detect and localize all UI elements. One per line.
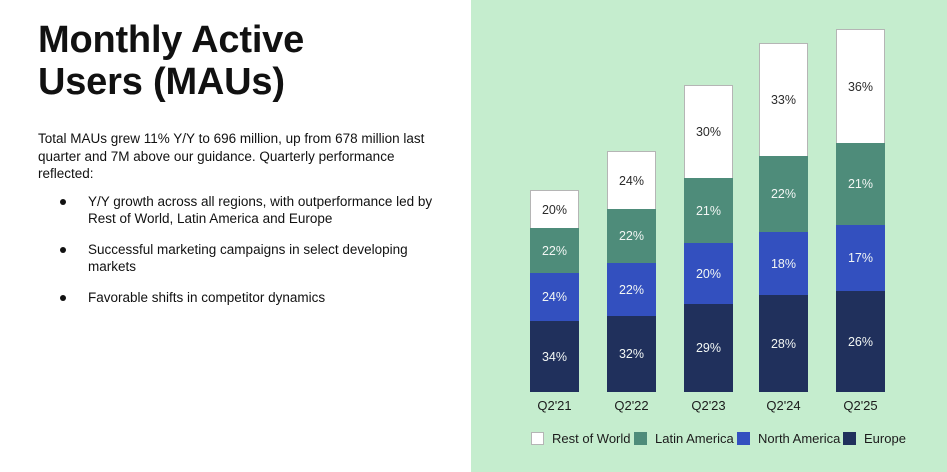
bar-segment-latin-america-q2-24: 22%: [759, 156, 808, 232]
chart-panel: 20% 22% 24% 34% Q2'21 24% 22% 22% 32% Q2'22 30% 21%…: [471, 0, 947, 472]
bullet-dot-icon: [60, 246, 66, 253]
segment-value-label: 26%: [847, 334, 874, 349]
segment-value-label: 17%: [847, 251, 874, 265]
legend-label: North America: [758, 431, 841, 446]
bar-segment-europe-q2-23: 29%: [684, 304, 733, 392]
stacked-bar-q2-24: 33% 22% 18% 28%: [759, 43, 808, 392]
segment-value-label: 33%: [770, 93, 797, 107]
bar-segment-europe-q2-21: 34%: [530, 321, 579, 392]
segment-value-label: 20%: [541, 202, 568, 217]
legend-swatch-icon: [531, 432, 544, 445]
segment-value-label: 24%: [618, 173, 645, 188]
x-axis-label-q2-23: Q2'23: [691, 398, 726, 413]
bullet-item: Favorable shifts in competitor dynamics: [38, 289, 448, 307]
bar-segment-rest-of-world-q2-23: 30%: [684, 85, 733, 178]
intro-paragraph: Total MAUs grew 11% Y/Y to 696 million, …: [38, 131, 425, 181]
bar-segment-europe-q2-24: 28%: [759, 295, 808, 392]
bullet-list: Y/Y growth across all regions, with outp…: [38, 193, 450, 307]
segment-value-label: 18%: [770, 256, 797, 271]
bar-segment-latin-america-q2-22: 22%: [607, 209, 656, 263]
stacked-bar-q2-21: 20% 22% 24% 34%: [530, 190, 579, 392]
legend-swatch-icon: [737, 432, 750, 445]
text-column: Monthly Active Users (MAUs) Total MAUs g…: [38, 19, 450, 319]
bullet-dot-icon: [60, 294, 66, 301]
segment-value-label: 22%: [618, 282, 645, 297]
bullet-dot-icon: [60, 198, 66, 205]
bullet-text: Successful marketing campaigns in select…: [88, 241, 408, 275]
bar-segment-rest-of-world-q2-25: 36%: [836, 29, 885, 143]
segment-value-label: 30%: [695, 125, 722, 139]
legend-label: Latin America: [655, 431, 734, 446]
segment-value-label: 24%: [541, 290, 568, 304]
bar-segment-latin-america-q2-25: 21%: [836, 143, 885, 225]
bullet-item: Successful marketing campaigns in select…: [38, 241, 448, 276]
bar-segment-north-america-q2-23: 20%: [684, 243, 733, 304]
bar-segment-latin-america-q2-21: 22%: [530, 228, 579, 273]
x-axis-label-q2-25: Q2'25: [843, 398, 878, 413]
stacked-bar-q2-22: 24% 22% 22% 32%: [607, 151, 656, 392]
legend-label: Europe: [864, 431, 906, 446]
legend-swatch-icon: [634, 432, 647, 445]
bar-segment-north-america-q2-25: 17%: [836, 225, 885, 291]
legend-item-europe: Europe: [843, 431, 906, 446]
segment-value-label: 36%: [847, 79, 874, 94]
segment-value-label: 21%: [695, 203, 722, 218]
x-axis-label-q2-22: Q2'22: [614, 398, 649, 413]
segment-value-label: 22%: [541, 243, 568, 258]
bullet-item: Y/Y growth across all regions, with outp…: [38, 193, 448, 228]
bar-segment-rest-of-world-q2-22: 24%: [607, 151, 656, 209]
segment-value-label: 20%: [695, 266, 722, 281]
stacked-bar-q2-25: 36% 21% 17% 26%: [836, 29, 885, 392]
segment-value-label: 29%: [695, 341, 722, 355]
bar-segment-north-america-q2-24: 18%: [759, 232, 808, 295]
bar-segment-north-america-q2-21: 24%: [530, 273, 579, 321]
legend-label: Rest of World: [552, 431, 631, 446]
stacked-bar-q2-23: 30% 21% 20% 29%: [684, 85, 733, 392]
legend-swatch-icon: [843, 432, 856, 445]
segment-value-label: 28%: [770, 336, 797, 351]
legend-item-rest-of-world: Rest of World: [531, 431, 631, 446]
bar-segment-europe-q2-25: 26%: [836, 291, 885, 392]
segment-value-label: 22%: [770, 187, 797, 201]
bullet-text: Favorable shifts in competitor dynamics: [88, 289, 326, 305]
segment-value-label: 32%: [618, 347, 645, 361]
legend-item-latin-america: Latin America: [634, 431, 734, 446]
bar-segment-latin-america-q2-23: 21%: [684, 178, 733, 243]
bar-segment-rest-of-world-q2-24: 33%: [759, 43, 808, 156]
bar-segment-europe-q2-22: 32%: [607, 316, 656, 392]
segment-value-label: 34%: [541, 349, 568, 364]
segment-value-label: 21%: [847, 177, 874, 191]
x-axis-label-q2-21: Q2'21: [537, 398, 572, 413]
bar-segment-north-america-q2-22: 22%: [607, 263, 656, 316]
x-axis-label-q2-24: Q2'24: [766, 398, 801, 413]
legend-item-north-america: North America: [737, 431, 840, 446]
segment-value-label: 22%: [618, 229, 645, 243]
bullet-text: Y/Y growth across all regions, with outp…: [88, 193, 433, 227]
page-title: Monthly Active Users (MAUs): [38, 19, 305, 103]
bar-segment-rest-of-world-q2-21: 20%: [530, 190, 579, 228]
